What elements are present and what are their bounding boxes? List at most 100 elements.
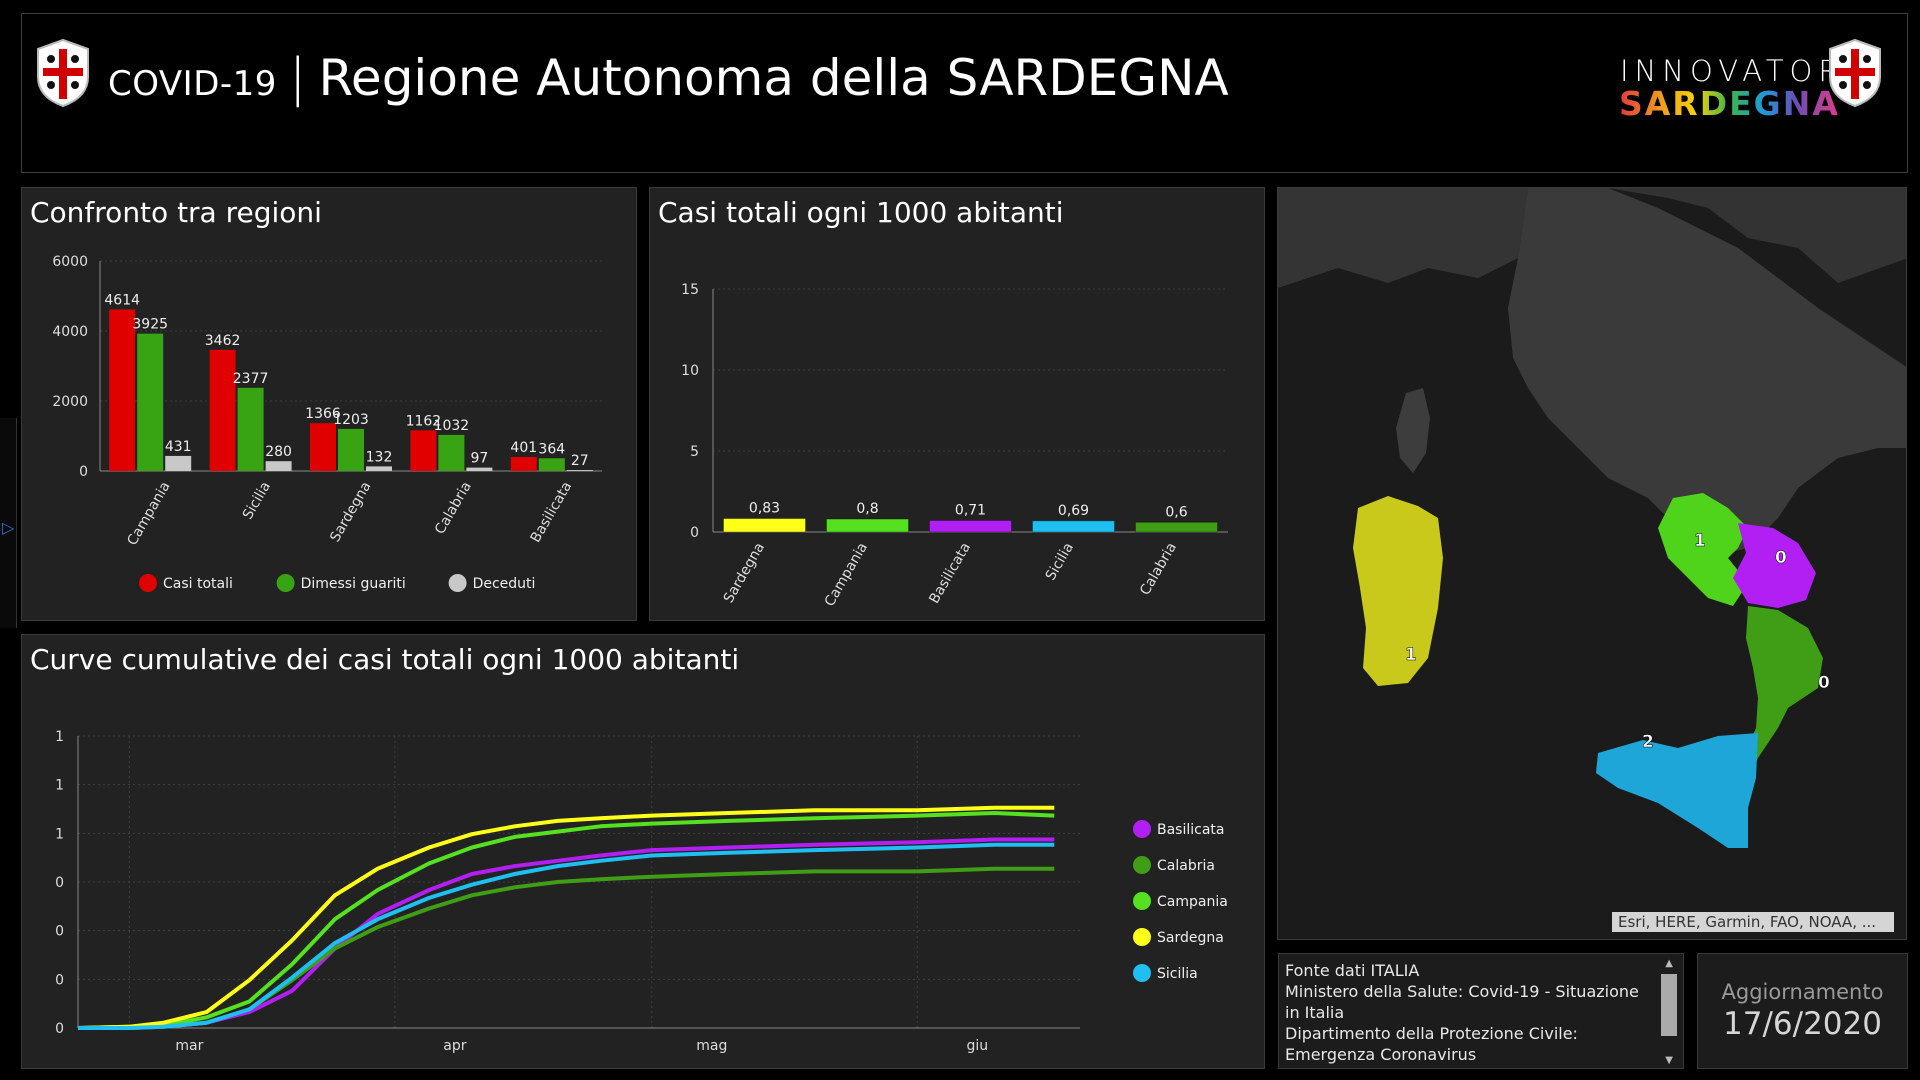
map-canvas[interactable]: 1 1 0 0 2 <box>1278 188 1907 940</box>
legend-marker <box>1133 964 1151 982</box>
bar <box>566 470 593 471</box>
bar <box>466 467 493 471</box>
source-text: Fonte dati ITALIA Ministero della Salute… <box>1285 960 1657 1065</box>
y-tick-label: 5 <box>690 444 699 460</box>
data-label: 0,69 <box>1058 503 1089 519</box>
chart-panel-curve: Curve cumulative dei casi totali ogni 10… <box>21 634 1265 1069</box>
update-date: 17/6/2020 <box>1723 1006 1882 1042</box>
x-tick-label: Sicilia <box>1043 540 1077 583</box>
bar <box>366 466 392 471</box>
data-label: 0,71 <box>955 502 986 518</box>
series-line <box>78 866 1055 1030</box>
chart-panel-casi-1000: Casi totali ogni 1000 abitanti 0 5 10 15 0,8… <box>649 187 1265 621</box>
data-label: 1203 <box>333 412 369 428</box>
data-label: 364 <box>538 441 565 457</box>
map-region-calabria[interactable] <box>1743 606 1823 778</box>
legend-marker <box>276 574 295 592</box>
line-chart-curve: 0 0 0 0 1 1 1 mar apr mag giu Basilicata Calabria Cam… <box>55 729 1228 1054</box>
map-region-campania[interactable] <box>1658 493 1748 606</box>
data-label: 97 <box>470 451 488 467</box>
title-region: Regione Autonoma della SARDEGNA <box>318 49 1229 107</box>
bar <box>929 519 1012 533</box>
x-tick-label: Sardegna <box>721 540 768 606</box>
source-line: Fonte dati ITALIA <box>1285 961 1420 980</box>
chart-title: Curve cumulative dei casi totali ogni 10… <box>30 643 740 676</box>
data-label: 431 <box>165 439 192 455</box>
y-tick-label: 0 <box>79 464 88 480</box>
legend-marker <box>1133 892 1151 910</box>
data-label: 0,83 <box>749 501 780 517</box>
x-tick-label: Sardegna <box>327 479 374 545</box>
map-region-sicilia[interactable] <box>1596 733 1758 848</box>
bar-chart-casi-1000: 0 5 10 15 0,83 Sardegna 0,8 Campania 0,71 Basilic… <box>681 282 1228 609</box>
legend-label: Basilicata <box>1157 822 1225 838</box>
map-region-sardegna[interactable] <box>1353 496 1443 686</box>
data-label: 3462 <box>205 333 241 349</box>
map-label-calabria: 0 <box>1818 673 1830 693</box>
y-tick-label: 0 <box>690 525 699 541</box>
data-label: 4614 <box>104 293 140 309</box>
chart-panel-confronto: Confronto tra regioni 0 2000 4000 6000 4614 3… <box>21 187 637 621</box>
y-tick-label: 2000 <box>52 394 88 410</box>
data-label: 1162 <box>406 413 442 429</box>
x-tick-label: mar <box>175 1038 203 1054</box>
source-line: Dipartimento della Protezione Civile: Em… <box>1285 1024 1578 1064</box>
scroll-down-icon[interactable]: ▼ <box>1665 1055 1673 1066</box>
map-label-sicilia: 2 <box>1642 732 1654 752</box>
bar <box>1032 520 1115 533</box>
map-view[interactable]: 1 1 0 0 2 Esri, HERE, Garmin, FAO, NOAA,… <box>1277 187 1907 940</box>
sardinia-seal-icon <box>37 38 89 108</box>
legend-label: Calabria <box>1157 858 1215 874</box>
bar <box>265 461 292 471</box>
legend-label: Sicilia <box>1157 966 1198 982</box>
legend-label: Deceduti <box>473 576 536 592</box>
title-covid: COVID-19 <box>108 64 277 104</box>
data-label: 27 <box>571 453 589 469</box>
bar <box>538 458 565 471</box>
source-line: Ministero della Salute: Covid-19 - Situa… <box>1285 982 1639 1022</box>
y-tick-label: 6000 <box>52 254 88 270</box>
bar <box>310 423 336 471</box>
x-tick-label: Campania <box>124 479 173 548</box>
bar <box>410 430 437 471</box>
y-tick-label: 1 <box>55 778 64 794</box>
y-tick-label: 0 <box>55 1021 64 1037</box>
x-tick-label: Basilicata <box>528 479 576 545</box>
y-tick-label: 1 <box>55 729 64 745</box>
x-tick-label: Sicilia <box>240 479 274 522</box>
data-label: 132 <box>366 449 393 465</box>
bar <box>723 518 806 533</box>
x-tick-label: Campania <box>822 540 871 609</box>
series-line <box>78 842 1055 1030</box>
bar <box>338 428 364 471</box>
scroll-up-icon[interactable]: ▲ <box>1665 958 1673 969</box>
innovatori-logo-bottom: SARDEGNA <box>1619 84 1840 123</box>
y-tick-label: 1 <box>55 826 64 842</box>
chevron-right-icon: ▷ <box>2 518 15 537</box>
map-attribution[interactable]: Esri, HERE, Garmin, FAO, NOAA, ... <box>1612 912 1894 932</box>
map-label-basilicata: 0 <box>1775 548 1787 568</box>
data-label: 0,6 <box>1165 504 1187 520</box>
bar <box>826 518 909 533</box>
y-tick-label: 0 <box>55 924 64 940</box>
chart-title: Casi totali ogni 1000 abitanti <box>658 196 1064 229</box>
x-tick-label: Calabria <box>432 479 475 537</box>
series-line <box>77 805 1055 1030</box>
header-banner: COVID-19 | Regione Autonoma della SARDEG… <box>21 13 1908 173</box>
legend-label: Campania <box>1157 894 1228 910</box>
scrollbar-thumb[interactable] <box>1661 974 1677 1036</box>
chart-title: Confronto tra regioni <box>30 196 322 229</box>
legend-marker <box>1133 820 1151 838</box>
y-tick-label: 4000 <box>52 324 88 340</box>
legend-label: Casi totali <box>163 576 233 592</box>
side-panel-toggle[interactable]: ▷ <box>0 418 17 628</box>
x-tick-label: giu <box>966 1038 988 1054</box>
y-tick-label: 15 <box>681 282 699 298</box>
map-label-campania: 1 <box>1694 531 1706 551</box>
bar <box>109 309 136 471</box>
bar <box>165 455 192 471</box>
x-tick-label: Calabria <box>1137 540 1180 598</box>
map-region-basilicata[interactable] <box>1733 523 1816 608</box>
legend-marker <box>1133 928 1151 946</box>
data-label: 401 <box>510 440 537 456</box>
